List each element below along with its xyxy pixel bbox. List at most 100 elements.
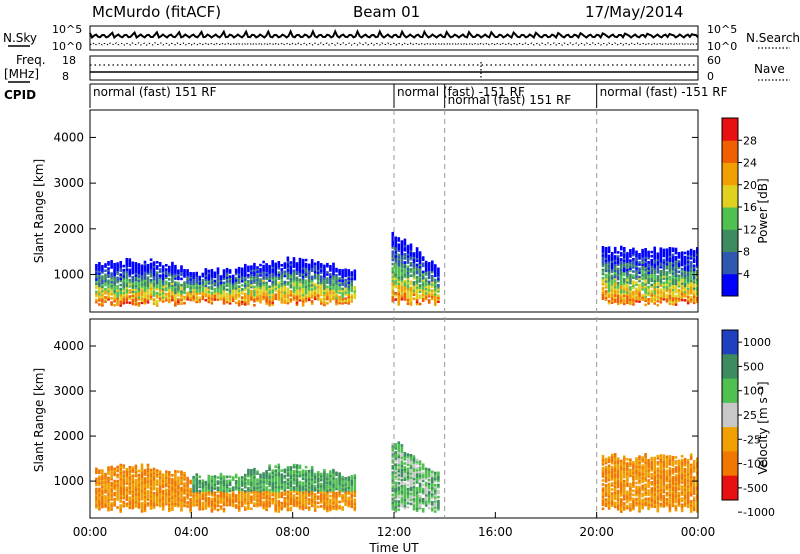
- echo-cell: [317, 263, 320, 266]
- echo-cell: [647, 471, 650, 474]
- echo-cell: [265, 504, 268, 507]
- echo-cell: [101, 471, 104, 474]
- echo-cell: [683, 294, 687, 298]
- echo-cell: [665, 295, 669, 299]
- echo-cell: [415, 481, 419, 484]
- echo-cell: [415, 300, 419, 304]
- echo-cell: [219, 491, 223, 494]
- echo-cell: [632, 276, 635, 279]
- echo-cell: [265, 488, 268, 491]
- echo-cell: [219, 505, 223, 508]
- echo-cell: [329, 472, 332, 475]
- echo-cell: [320, 474, 323, 478]
- echo-cell: [424, 496, 428, 499]
- echo-cell: [415, 255, 419, 258]
- echo-cell: [171, 490, 174, 493]
- echo-cell: [412, 270, 416, 274]
- echo-cell: [412, 497, 416, 501]
- echo-cell: [434, 272, 437, 275]
- echo-cell: [412, 272, 416, 276]
- echo-cell: [101, 267, 104, 270]
- echo-cell: [409, 456, 413, 459]
- echo-cell: [131, 480, 135, 484]
- echo-cell: [289, 294, 293, 297]
- echo-cell: [128, 295, 132, 298]
- echo-cell: [237, 507, 241, 510]
- echo-cell: [647, 250, 650, 254]
- echo-cell: [629, 484, 632, 488]
- echo-cell: [304, 486, 308, 489]
- echo-cell: [647, 302, 650, 305]
- echo-cell: [280, 284, 284, 288]
- echo-cell: [201, 289, 205, 292]
- echo-cell: [177, 285, 180, 289]
- echo-cell: [323, 268, 326, 272]
- echo-cell: [289, 500, 293, 504]
- echo-cell: [434, 473, 437, 477]
- echo-cell: [418, 502, 422, 506]
- echo-cell: [210, 497, 214, 501]
- echo-cell: [613, 300, 617, 303]
- echo-cell: [656, 262, 660, 266]
- echo-cell: [313, 474, 317, 478]
- echo-cell: [225, 501, 229, 505]
- echo-cell: [137, 485, 141, 489]
- echo-cell: [677, 295, 681, 298]
- echo-cell: [107, 275, 110, 278]
- echo-cell: [341, 508, 344, 511]
- echo-cell: [237, 505, 241, 508]
- echo-cell: [613, 461, 617, 464]
- echo-cell: [131, 498, 135, 502]
- echo-cell: [298, 507, 302, 510]
- echo-cell: [259, 300, 262, 304]
- echo-cell: [158, 294, 162, 298]
- echo-cell: [280, 505, 284, 509]
- echo-cell: [256, 478, 259, 481]
- echo-cell: [247, 273, 250, 277]
- echo-cell: [397, 492, 401, 495]
- echo-cell: [143, 477, 147, 480]
- echo-cell: [350, 483, 353, 486]
- echo-cell: [424, 283, 428, 286]
- echo-cell: [234, 301, 238, 305]
- echo-cell: [641, 267, 644, 270]
- echo-cell: [647, 281, 650, 285]
- echo-cell: [268, 264, 271, 268]
- echo-cell: [152, 467, 156, 471]
- echo-cell: [431, 484, 434, 488]
- echo-cell: [234, 293, 238, 296]
- echo-cell: [277, 285, 281, 289]
- echo-cell: [125, 492, 129, 495]
- echo-cell: [247, 284, 250, 287]
- echo-cell: [686, 268, 690, 272]
- echo-cell: [219, 476, 223, 480]
- echo-cell: [140, 301, 144, 305]
- echo-cell: [629, 281, 632, 285]
- echo-cell: [391, 465, 395, 468]
- echo-cell: [137, 506, 141, 509]
- echo-cell: [397, 473, 401, 477]
- echo-cell: [247, 493, 250, 496]
- echo-cell: [638, 290, 641, 293]
- echo-cell: [323, 291, 326, 294]
- echo-cell: [292, 257, 296, 260]
- echo-cell: [107, 496, 110, 500]
- echo-cell: [418, 488, 422, 492]
- echo-cell: [650, 267, 653, 270]
- power-ylabel: Slant Range [km]: [32, 159, 46, 263]
- echo-cell: [647, 489, 650, 492]
- echo-cell: [301, 279, 305, 282]
- echo-cell: [626, 466, 629, 469]
- echo-cell: [174, 297, 177, 301]
- echo-cell: [613, 477, 617, 480]
- echo-cell: [656, 275, 660, 278]
- echo-cell: [323, 289, 326, 292]
- echo-cell: [613, 296, 617, 299]
- echo-cell: [653, 485, 656, 488]
- echo-cell: [304, 476, 308, 479]
- echo-cell: [403, 498, 407, 502]
- echo-cell: [268, 269, 271, 272]
- echo-cell: [259, 491, 262, 495]
- echo-cell: [659, 255, 663, 259]
- echo-cell: [412, 475, 416, 479]
